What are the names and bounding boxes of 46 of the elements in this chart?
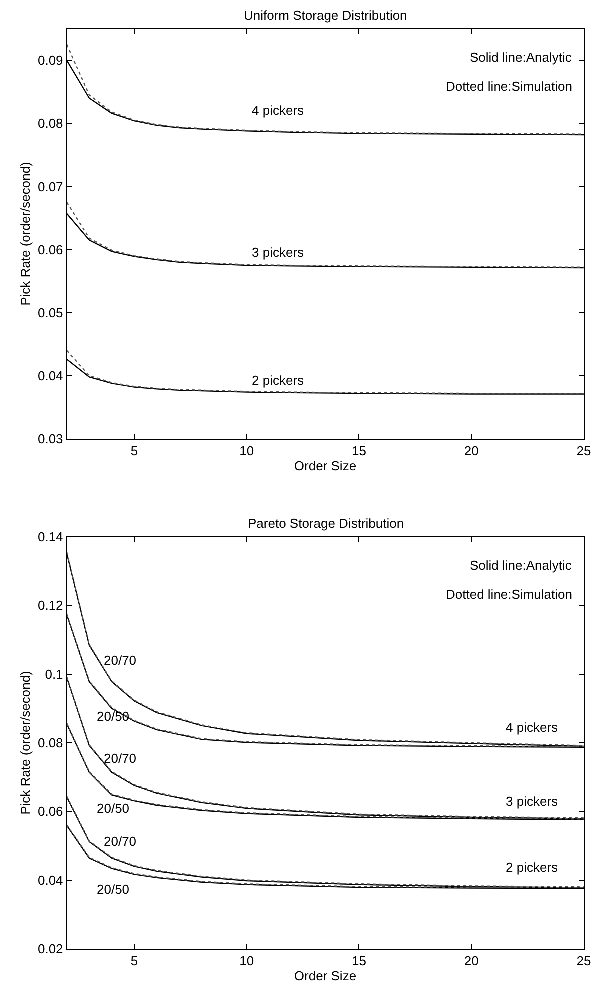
y-tick-label: 0.1 bbox=[45, 666, 64, 682]
x-axis-title: Order Size bbox=[294, 968, 357, 984]
y-tick-label: 0.06 bbox=[38, 804, 64, 820]
y-tick-label: 0.04 bbox=[38, 872, 64, 888]
y-tick-label: 0.04 bbox=[38, 368, 64, 384]
annotation: Solid line:Analytic bbox=[470, 50, 572, 65]
annotation: 2 pickers bbox=[252, 373, 305, 388]
annotation: 3 pickers bbox=[506, 794, 559, 809]
y-tick-label: 0.07 bbox=[38, 179, 64, 194]
x-tick-label: 25 bbox=[576, 954, 592, 969]
annotation: 4 pickers bbox=[252, 103, 305, 118]
y-tick-label: 0.08 bbox=[38, 736, 64, 751]
x-tick-label: 15 bbox=[352, 444, 366, 459]
y-tick-label: 0.06 bbox=[38, 242, 64, 258]
annotation: Dotted line:Simulation bbox=[446, 79, 572, 94]
y-tick-label: 0.05 bbox=[38, 305, 64, 320]
y-tick-label: 0.03 bbox=[38, 432, 64, 447]
annotation: 20/50 bbox=[97, 882, 130, 897]
x-tick-label: 10 bbox=[240, 444, 254, 459]
x-tick-label: 20 bbox=[464, 444, 479, 459]
annotation: 4 pickers bbox=[506, 720, 559, 735]
annotation: 20/50 bbox=[97, 709, 130, 724]
x-tick-label: 5 bbox=[130, 954, 138, 969]
annotation: Solid line:Analytic bbox=[470, 558, 572, 573]
x-tick-label: 25 bbox=[576, 444, 592, 459]
annotation: 3 pickers bbox=[252, 245, 305, 260]
x-tick-label: 15 bbox=[352, 954, 366, 969]
annotation: Dotted line:Simulation bbox=[446, 587, 572, 602]
x-axis-title: Order Size bbox=[294, 458, 357, 474]
annotation: 20/70 bbox=[104, 751, 137, 766]
y-tick-label: 0.02 bbox=[38, 942, 64, 957]
x-tick-label: 20 bbox=[464, 954, 479, 969]
annotation: 2 pickers bbox=[506, 860, 559, 875]
y-tick-label: 0.09 bbox=[38, 53, 64, 68]
x-tick-label: 10 bbox=[240, 954, 254, 969]
y-axis-title: Pick Rate (order/second) bbox=[18, 671, 33, 815]
annotation: 20/50 bbox=[97, 801, 130, 816]
annotation: 20/70 bbox=[104, 653, 137, 668]
chart-title: Pareto Storage Distribution bbox=[248, 516, 404, 531]
x-tick-label: 5 bbox=[130, 444, 138, 459]
y-axis-title: Pick Rate (order/second) bbox=[18, 162, 33, 306]
annotation: 20/70 bbox=[104, 834, 137, 849]
chart-title: Uniform Storage Distribution bbox=[244, 8, 408, 23]
y-tick-label: 0.08 bbox=[38, 116, 64, 132]
y-tick-label: 0.14 bbox=[38, 530, 64, 545]
y-tick-label: 0.12 bbox=[38, 598, 64, 614]
